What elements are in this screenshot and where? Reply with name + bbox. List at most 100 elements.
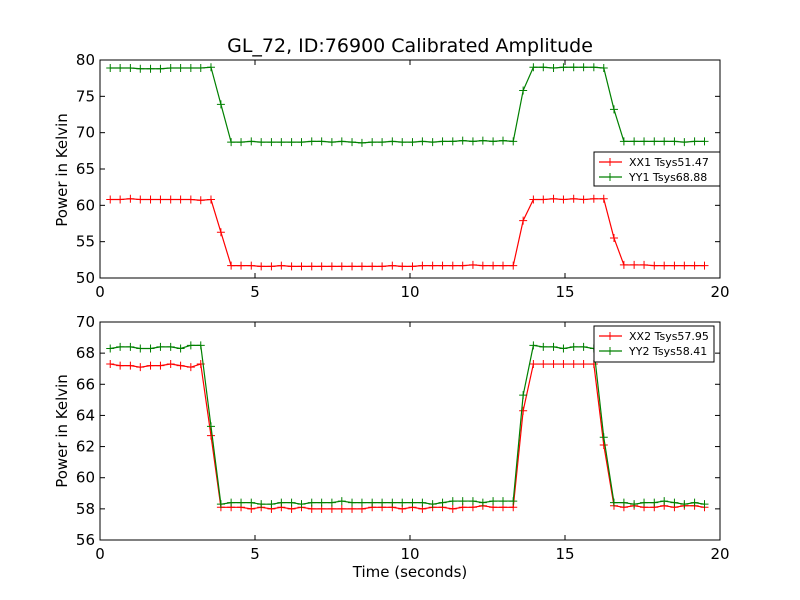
bottom-x-tick-label: 20	[710, 545, 729, 563]
top-series-1-point-37	[478, 136, 487, 145]
top-x-tick-label: 20	[710, 283, 729, 301]
bottom-series-1-point-0	[106, 344, 115, 353]
top-series-1-point-52	[630, 137, 639, 146]
bottom-series-1-point-58	[690, 498, 699, 507]
top-series-1-point-27	[378, 138, 387, 147]
top-y-tick-label: 50	[76, 269, 95, 287]
bottom-series-line-0	[110, 363, 705, 510]
top-series-1-point-9	[196, 63, 205, 72]
top-series-0-point-18	[287, 262, 296, 271]
top-series-1-point-46	[569, 63, 578, 72]
top-legend-label-0: XX1 Tsys51.47	[629, 156, 709, 169]
top-x-tick-label: 0	[95, 283, 105, 301]
bottom-series-0-point-1	[116, 361, 125, 370]
top-y-tick-label: 75	[76, 87, 95, 105]
top-series-0-point-8	[186, 195, 195, 204]
bottom-series-line-1	[110, 344, 705, 505]
top-series-0-point-38	[489, 261, 498, 270]
top-series-1-point-53	[640, 137, 649, 146]
top-series-1-point-34	[448, 137, 457, 146]
bottom-series-1-point-4	[146, 344, 155, 353]
top-series-1-point-41	[519, 86, 528, 95]
bottom-series-1-point-28	[388, 498, 397, 507]
top-series-1-point-30	[408, 138, 417, 147]
top-series-1-point-22	[327, 138, 336, 147]
top-y-tick-label: 80	[76, 51, 95, 69]
top-series-1-point-55	[660, 137, 669, 146]
bottom-series-1-point-44	[549, 342, 558, 351]
bottom-series-1-point-41	[519, 391, 528, 400]
bottom-series-0-point-23	[337, 504, 346, 513]
top-series-0-point-44	[549, 194, 558, 203]
top-series-0-point-43	[539, 195, 548, 204]
bottom-series-1-point-59	[700, 500, 709, 509]
bottom-series-0-point-6	[166, 360, 175, 369]
bottom-series-0-point-4	[146, 361, 155, 370]
top-series-1-point-21	[317, 137, 326, 146]
top-series-1-point-0	[106, 63, 115, 72]
bottom-series-1-point-14	[247, 498, 256, 507]
bottom-series-0-point-41	[519, 406, 528, 415]
top-series-1-point-50	[609, 105, 618, 114]
top-series-0-point-55	[660, 261, 669, 270]
top-series-1-point-33	[438, 137, 447, 146]
bottom-series-1-point-13	[237, 498, 246, 507]
top-series-1-point-3	[136, 64, 145, 73]
top-series-1-point-40	[509, 137, 518, 146]
bottom-series-1-point-16	[267, 500, 276, 509]
bottom-series-1-point-5	[156, 342, 165, 351]
bottom-series-1-point-17	[277, 498, 286, 507]
bottom-series-1-point-40	[509, 497, 518, 506]
bottom-series-1-point-25	[357, 498, 366, 507]
top-series-0-point-17	[277, 261, 286, 270]
top-series-1-point-24	[348, 138, 357, 147]
bottom-series-1-point-30	[408, 498, 417, 507]
top-series-0-point-45	[559, 195, 568, 204]
bottom-series-1-point-39	[499, 497, 507, 506]
bottom-series-1-point-36	[468, 497, 477, 506]
top-series-1-point-18	[287, 138, 296, 147]
top-series-1-point-49	[599, 63, 608, 72]
top-series-1-point-31	[418, 137, 427, 146]
top-series-0-point-31	[418, 261, 427, 270]
top-series-1-point-45	[559, 63, 568, 72]
bottom-series-1-point-55	[660, 497, 669, 506]
top-series-1-point-13	[237, 138, 246, 147]
bottom-series-1-point-45	[559, 344, 568, 353]
top-series-0-point-27	[378, 262, 387, 271]
top-series-1-point-47	[579, 63, 588, 72]
bottom-legend-label-1: YY2 Tsys58.41	[628, 345, 707, 358]
top-series-1-point-58	[690, 137, 699, 146]
top-series-1-point-38	[489, 137, 498, 146]
bottom-series-1-point-24	[348, 498, 357, 507]
bottom-legend-marker-0	[606, 332, 614, 340]
top-series-0-point-41	[519, 216, 528, 225]
top-series-0-point-35	[458, 261, 467, 270]
bottom-series-1-point-50	[609, 498, 618, 507]
top-series-0-point-50	[609, 234, 618, 243]
bottom-x-tick-label: 5	[250, 545, 260, 563]
top-y-tick-label: 65	[76, 160, 95, 178]
top-y-tick-label: 55	[76, 233, 95, 251]
top-series-0-point-26	[368, 262, 377, 271]
top-series-0-point-14	[247, 261, 256, 270]
top-series-0-point-13	[237, 261, 246, 270]
top-series-1-point-7	[176, 63, 185, 72]
top-legend-box	[593, 151, 721, 187]
top-series-1-point-12	[227, 138, 236, 147]
top-series-0-point-6	[166, 195, 175, 204]
top-x-tick-label: 15	[555, 283, 574, 301]
bottom-series-0-point-45	[559, 360, 568, 369]
top-series-1-point-1	[116, 63, 125, 72]
bottom-series-1-point-56	[670, 498, 679, 507]
top-series-0-point-9	[196, 196, 205, 205]
top-series-0-point-7	[176, 195, 185, 204]
bottom-series-1-point-23	[337, 497, 346, 506]
top-series-1-point-48	[589, 63, 598, 72]
bottom-y-tick-label: 56	[76, 531, 95, 549]
bottom-series-1-point-53	[640, 498, 649, 507]
bottom-series-0-point-46	[569, 360, 578, 369]
bottom-series-1-point-19	[297, 500, 306, 509]
bottom-series-1-point-52	[630, 500, 639, 509]
